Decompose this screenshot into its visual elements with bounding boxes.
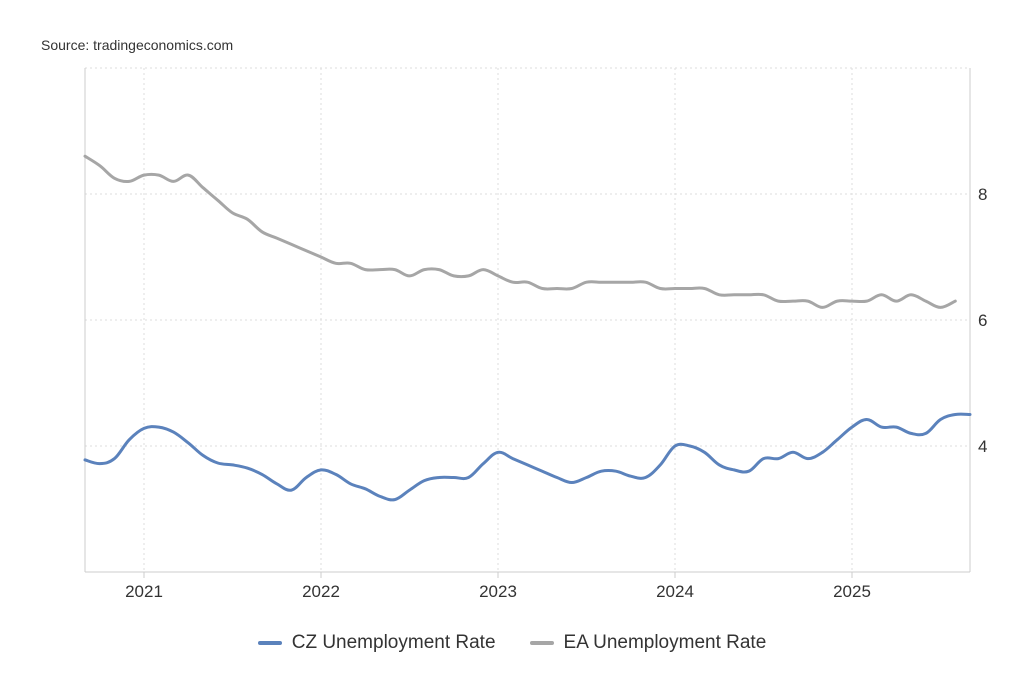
source-label: Source: tradingeconomics.com bbox=[41, 37, 234, 53]
legend-item-ea[interactable]: EA Unemployment Rate bbox=[529, 632, 767, 654]
x-tick-label: 2024 bbox=[656, 582, 694, 601]
x-tick-label: 2025 bbox=[833, 582, 871, 601]
legend-swatch-ea bbox=[529, 641, 554, 645]
y-tick-label: 6 bbox=[978, 311, 987, 330]
legend: CZ Unemployment Rate EA Unemployment Rat… bbox=[0, 632, 1024, 654]
series-lines bbox=[83, 154, 972, 502]
legend-label-cz: CZ Unemployment Rate bbox=[291, 632, 496, 653]
axes bbox=[84, 68, 971, 578]
legend-label-ea: EA Unemployment Rate bbox=[563, 632, 767, 653]
series-line-cz[interactable] bbox=[83, 412, 972, 502]
legend-swatch-cz bbox=[257, 641, 282, 645]
x-tick-label: 2023 bbox=[479, 582, 517, 601]
x-tick-label: 2021 bbox=[125, 582, 163, 601]
series-line-ea[interactable] bbox=[83, 154, 957, 309]
y-tick-label: 4 bbox=[978, 437, 987, 456]
grid bbox=[85, 67, 970, 572]
y-tick-label: 8 bbox=[978, 185, 987, 204]
tick-labels: 4 6 8 2021 2022 2023 2024 2025 bbox=[125, 185, 987, 601]
legend-item-cz[interactable]: CZ Unemployment Rate bbox=[257, 632, 496, 654]
x-tick-label: 2022 bbox=[302, 582, 340, 601]
